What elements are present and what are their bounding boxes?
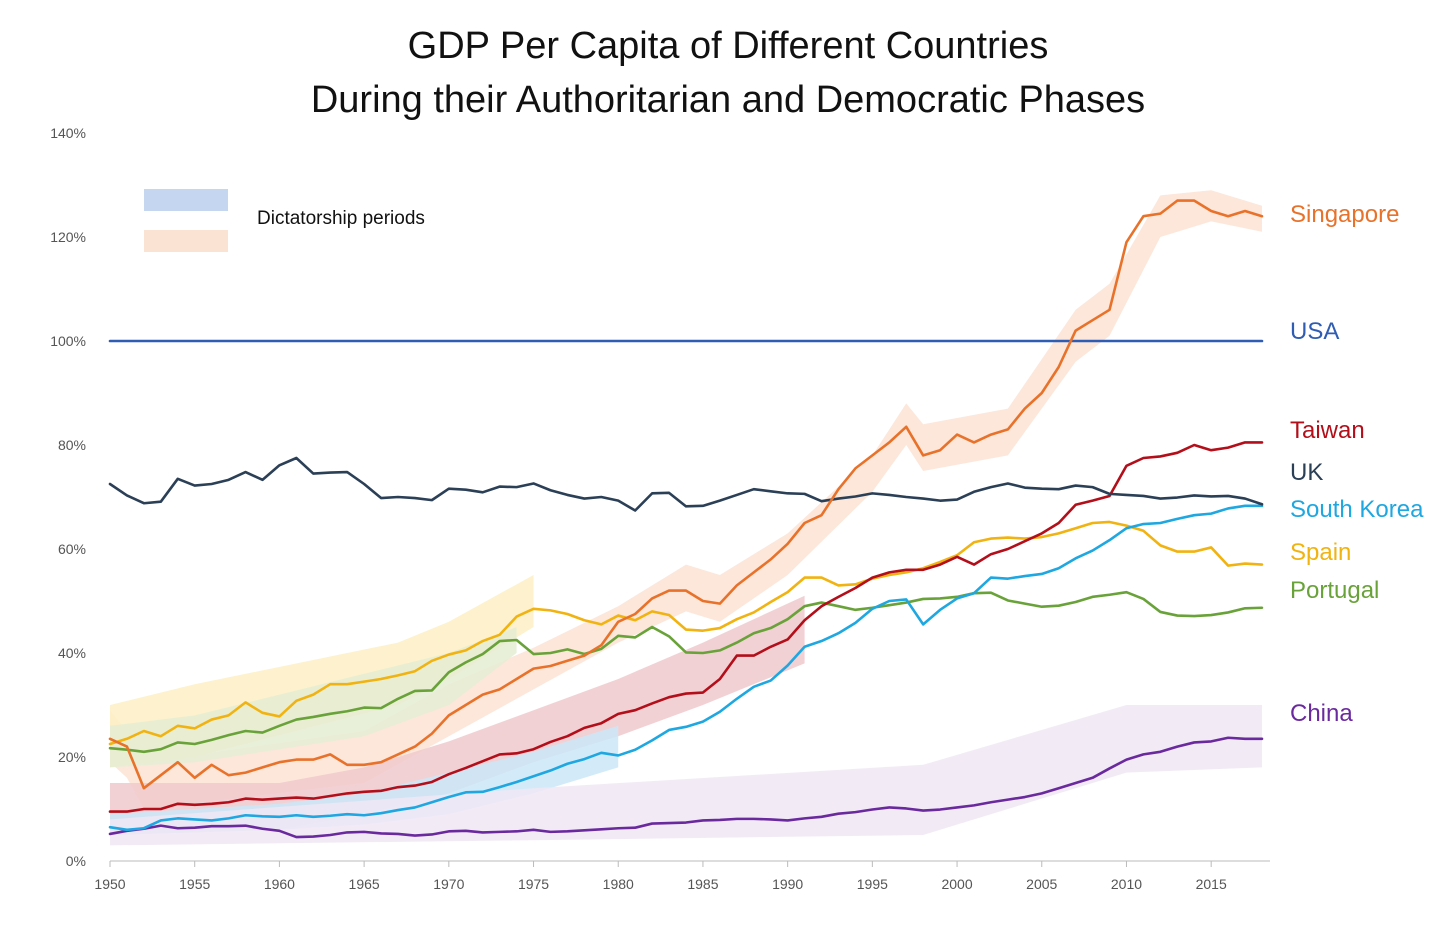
series-line-taiwan — [108, 441, 1264, 813]
x-tick-label: 2000 — [941, 876, 972, 892]
x-tick-label: 1960 — [264, 876, 295, 892]
x-tick-label: 1995 — [857, 876, 888, 892]
y-tick-label: 20% — [58, 749, 86, 765]
y-tick-label: 120% — [50, 229, 86, 245]
series-line-portugal — [108, 590, 1264, 754]
series-label-singapore: Singapore — [1290, 201, 1399, 228]
series-label-south-korea: South Korea — [1290, 496, 1424, 523]
series-line-spain — [108, 520, 1264, 746]
band-south-korea — [110, 725, 619, 835]
x-tick-label: 1985 — [687, 876, 718, 892]
series-labels: Singapore USA Taiwan UK South Korea Spain Port… — [1290, 201, 1424, 727]
chart-title-line-1: GDP Per Capita of Different Countries — [408, 25, 1049, 67]
series-line-south-korea — [108, 504, 1264, 832]
series-line-singapore — [108, 199, 1264, 790]
x-tick-label: 1955 — [179, 876, 210, 892]
y-tick-label: 40% — [58, 645, 86, 661]
band-singapore — [110, 190, 1262, 809]
band-portugal — [110, 627, 517, 768]
y-tick-label: 140% — [50, 125, 86, 141]
x-tick-label: 2010 — [1111, 876, 1142, 892]
series-label-china: China — [1290, 700, 1353, 727]
series-lines — [108, 199, 1264, 839]
chart-axes: 0% 20% 40% 60% 80% 100% 120% 140% 1950 1955 1960 19… — [50, 125, 1270, 892]
series-label-spain: Spain — [1290, 539, 1351, 566]
x-tick-label: 1950 — [94, 876, 125, 892]
series-line-china — [108, 736, 1264, 839]
legend-label: Dictatorship periods — [257, 208, 425, 229]
x-tick-label: 2015 — [1196, 876, 1227, 892]
chart-title-line-2: During their Authoritarian and Democrati… — [311, 79, 1145, 121]
series-label-portugal: Portugal — [1290, 577, 1379, 604]
y-tick-label: 80% — [58, 437, 86, 453]
x-tick-label: 1975 — [518, 876, 549, 892]
legend-swatch-orange — [144, 230, 228, 252]
dictatorship-bands — [110, 190, 1262, 846]
x-tick-label: 1965 — [349, 876, 380, 892]
series-line-uk — [108, 456, 1264, 512]
y-tick-label: 0% — [66, 853, 86, 869]
y-tick-label: 60% — [58, 541, 86, 557]
legend-swatch-blue — [144, 189, 228, 211]
series-label-usa: USA — [1290, 318, 1339, 345]
x-tick-label: 1980 — [603, 876, 634, 892]
series-label-taiwan: Taiwan — [1290, 417, 1365, 444]
legend: Dictatorship periods — [144, 189, 425, 252]
x-tick-label: 1990 — [772, 876, 803, 892]
y-tick-label: 100% — [50, 333, 86, 349]
series-label-uk: UK — [1290, 459, 1323, 486]
x-tick-label: 2005 — [1026, 876, 1057, 892]
x-tick-label: 1970 — [433, 876, 464, 892]
